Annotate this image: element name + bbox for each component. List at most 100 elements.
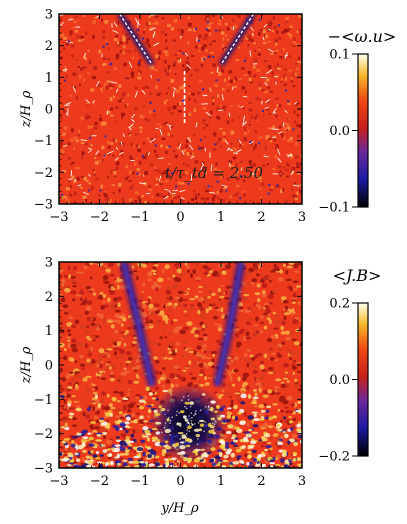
texture-speck	[61, 153, 65, 156]
speckle	[67, 403, 72, 407]
texture-cell	[257, 377, 264, 381]
speckle	[287, 440, 291, 445]
texture-speck	[148, 188, 153, 192]
speckle	[104, 412, 111, 417]
texture-speck	[180, 182, 185, 185]
texture-speck	[214, 134, 217, 137]
texture-cell	[127, 380, 133, 385]
texture-speck	[152, 22, 156, 25]
texture-speck	[138, 126, 143, 129]
texture-speck	[201, 57, 204, 62]
texture-speck	[64, 66, 67, 70]
texture-speck	[209, 87, 211, 91]
texture-speck	[76, 96, 78, 101]
speckle	[296, 423, 302, 428]
blob-speck	[179, 438, 181, 440]
texture-cell	[283, 315, 287, 321]
texture-cell	[194, 262, 199, 267]
texture-speck	[105, 195, 108, 197]
texture-cell	[104, 362, 110, 366]
texture-dash	[172, 90, 175, 98]
texture-cell	[68, 274, 71, 279]
speckle	[269, 459, 274, 463]
texture-speck	[165, 197, 169, 200]
texture-speck	[243, 137, 247, 142]
texture-cell	[268, 327, 272, 331]
texture-speck	[129, 170, 133, 175]
texture-dash	[68, 178, 73, 181]
texture-dash	[92, 100, 95, 104]
texture-cell	[107, 297, 111, 303]
top-heatmap-features	[117, 14, 256, 125]
texture-cell	[60, 297, 66, 303]
texture-speck	[276, 104, 279, 107]
texture-speck	[275, 42, 278, 45]
texture-cell	[207, 289, 211, 294]
speckle	[116, 439, 122, 443]
texture-cell	[279, 454, 283, 458]
texture-cell	[74, 383, 79, 389]
speckle	[155, 431, 161, 435]
texture-cell	[153, 303, 160, 308]
texture-speck	[295, 67, 300, 70]
texture-dash	[210, 164, 213, 172]
texture-speck	[275, 143, 279, 148]
speckle	[250, 401, 258, 405]
texture-dot	[138, 61, 141, 64]
blob-speck	[171, 416, 174, 418]
blob-speck	[203, 430, 205, 433]
texture-dot	[285, 89, 288, 92]
texture-speck	[251, 174, 255, 177]
texture-dot	[63, 79, 66, 82]
texture-cell	[153, 281, 158, 287]
texture-dash	[186, 64, 192, 70]
texture-dash	[284, 109, 288, 114]
texture-speck	[292, 194, 296, 198]
texture-speck	[62, 195, 67, 199]
texture-cell	[292, 359, 297, 363]
texture-cell	[294, 270, 300, 273]
blob-speck	[181, 399, 183, 402]
texture-speck	[155, 85, 158, 89]
texture-speck	[187, 41, 190, 45]
texture-cell	[117, 284, 120, 290]
texture-speck	[93, 66, 98, 70]
texture-cell	[70, 279, 77, 283]
speckle	[133, 419, 138, 424]
texture-speck	[194, 193, 198, 197]
texture-dash	[252, 32, 254, 37]
texture-speck	[97, 154, 101, 157]
texture-speck	[235, 173, 238, 177]
texture-cell	[92, 392, 98, 395]
texture-dot	[175, 185, 178, 188]
texture-speck	[117, 20, 120, 24]
texture-cell	[292, 319, 299, 325]
speckle	[295, 409, 302, 413]
texture-speck	[114, 138, 118, 143]
texture-speck	[92, 173, 97, 177]
texture-speck	[193, 27, 195, 32]
texture-cell	[141, 263, 148, 268]
texture-speck	[263, 90, 268, 94]
speckle	[219, 440, 225, 444]
texture-cell	[221, 270, 227, 275]
texture-cell	[138, 419, 145, 425]
texture-speck	[78, 74, 82, 79]
texture-speck	[201, 166, 205, 171]
speckle	[288, 462, 293, 466]
speckle	[292, 458, 297, 462]
texture-cell	[259, 321, 265, 325]
texture-speck	[229, 79, 233, 83]
texture-cell	[259, 425, 265, 428]
texture-speck	[202, 177, 206, 179]
texture-cell	[123, 342, 127, 348]
texture-speck	[216, 196, 220, 200]
texture-cell	[291, 301, 296, 304]
speckle	[159, 442, 166, 446]
texture-speck	[63, 109, 66, 114]
texture-speck	[74, 30, 78, 33]
speckle	[225, 441, 229, 446]
speckle	[99, 419, 104, 423]
texture-cell	[133, 450, 137, 454]
texture-cell	[239, 357, 243, 361]
